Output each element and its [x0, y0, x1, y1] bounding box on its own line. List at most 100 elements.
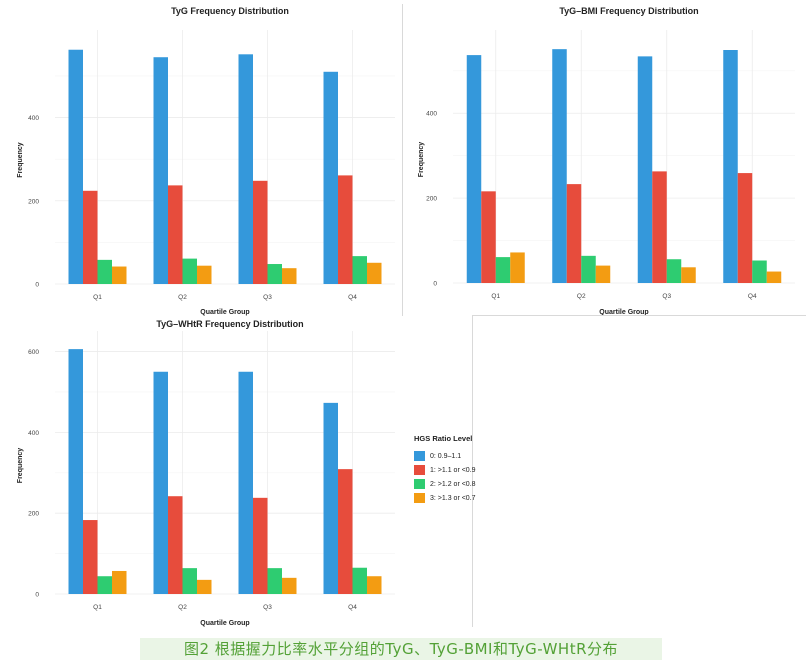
bar-q2-series-3	[197, 265, 212, 284]
bar-q1-series-2	[97, 259, 112, 284]
bar-q4-series-2	[752, 260, 767, 283]
bar-q4-series-3	[766, 271, 782, 283]
bar-q4-series-0	[323, 71, 338, 284]
bar-q2-series-1	[566, 184, 582, 283]
bar-q1-series-0	[466, 55, 482, 284]
y-tick-label: 400	[28, 115, 39, 122]
bar-q4-series-1	[737, 173, 753, 283]
bar-q2-series-2	[182, 258, 197, 284]
panel-divider-vertical-top	[402, 4, 403, 316]
x-tick-label: Q1	[93, 604, 102, 611]
tyg-whtr-chart: TyG–WHtR Frequency Distribution 0 200 400 60…	[17, 319, 395, 627]
bar-q1-series-3	[510, 252, 525, 283]
bar-q3-series-2	[666, 259, 682, 283]
x-tick-label: Q1	[491, 293, 500, 300]
tyg-bmi-chart: TyG–BMI Frequency Distribution 0 200 400 Q1 Q…	[418, 6, 795, 316]
y-tick-label: 200	[28, 198, 39, 205]
bar-q3-series-1	[652, 171, 667, 283]
bar-q1-series-1	[83, 520, 98, 594]
bar-q4-series-2	[352, 567, 367, 594]
chart-panel-tyg: TyG Frequency Distribution 0 200 400 Q1 Q2 Q3 Q…	[0, 0, 402, 316]
bar-q2-series-0	[552, 49, 567, 283]
bar-q3-series-3	[282, 268, 297, 284]
x-tick-label: Q2	[178, 294, 187, 301]
x-tick-label: Q3	[263, 294, 272, 301]
y-tick-label: 0	[35, 592, 39, 599]
y-axis-label: Frequency	[418, 142, 425, 178]
legend-title: HGS Ratio Level	[414, 434, 473, 443]
bar-q1-series-2	[97, 576, 112, 594]
bar-q3-series-2	[267, 264, 282, 284]
legend-label-2: 2: >1.2 or <0.8	[430, 480, 476, 488]
y-tick-label: 400	[426, 111, 437, 118]
bar-q4-series-1	[338, 175, 353, 284]
tyg-chart: TyG Frequency Distribution 0 200 400 Q1 Q2 Q3 Q…	[17, 6, 395, 316]
legend-item: 3: >1.3 or <0.7	[414, 491, 524, 505]
bar-q4-series-2	[352, 256, 367, 284]
bar-q4-series-3	[367, 262, 382, 284]
y-tick-label: 600	[28, 349, 39, 356]
bar-q3-series-1	[253, 180, 268, 284]
bar-q2-series-2	[581, 255, 596, 283]
bar-q2-series-2	[182, 568, 197, 594]
bar-q1-series-0	[68, 49, 83, 285]
bar-q3-series-2	[267, 568, 282, 594]
legend-swatch-0	[414, 451, 425, 461]
x-axis-label: Quartile Group	[599, 309, 648, 316]
chart-panel-tyg-whtr: TyG–WHtR Frequency Distribution 0 200 400 60…	[0, 312, 412, 630]
x-tick-label: Q4	[348, 604, 357, 611]
bar-q4-series-3	[367, 576, 382, 594]
bar-q2-series-3	[595, 265, 611, 283]
y-tick-label: 0	[433, 281, 437, 288]
bar-q1-series-0	[68, 349, 83, 594]
chart-title: TyG Frequency Distribution	[171, 6, 289, 16]
bar-q2-series-1	[168, 496, 183, 594]
chart-panel-tyg-bmi: TyG–BMI Frequency Distribution 0 200 400 Q1 Q…	[404, 0, 806, 316]
bar-q2-series-3	[197, 579, 212, 594]
legend-label-1: 1: >1.1 or <0.9	[430, 466, 476, 474]
bar-q3-series-0	[238, 54, 253, 285]
y-tick-label: 200	[426, 196, 437, 203]
x-tick-label: Q4	[348, 294, 357, 301]
bar-q1-series-1	[481, 191, 496, 283]
bar-q1-series-3	[112, 266, 127, 284]
x-tick-label: Q3	[263, 604, 272, 611]
y-tick-label: 400	[28, 430, 39, 437]
legend-item: 2: >1.2 or <0.8	[414, 477, 524, 491]
bar-q1-series-3	[112, 570, 127, 594]
legend-swatch-1	[414, 465, 425, 475]
bar-q4-series-0	[323, 402, 338, 594]
chart-title: TyG–BMI Frequency Distribution	[559, 6, 698, 16]
bar-q4-series-1	[338, 469, 353, 594]
legend: HGS Ratio Level 0: 0.9–1.1 1: >1.1 or <0…	[414, 434, 524, 505]
figure-caption: 图2 根据握力比率水平分组的TyG、TyG-BMI和TyG-WHtR分布	[140, 638, 662, 660]
x-axis-label: Quartile Group	[200, 309, 249, 316]
panel-divider-horizontal	[472, 315, 806, 316]
bar-q3-series-0	[637, 56, 653, 283]
bar-q3-series-1	[253, 497, 268, 594]
x-tick-label: Q4	[748, 293, 757, 300]
legend-item: 1: >1.1 or <0.9	[414, 463, 524, 477]
x-tick-label: Q3	[662, 293, 671, 300]
y-tick-label: 200	[28, 511, 39, 518]
legend-label-3: 3: >1.3 or <0.7	[430, 494, 476, 502]
chart-title: TyG–WHtR Frequency Distribution	[156, 319, 303, 329]
y-tick-label: 0	[35, 282, 39, 289]
x-axis-label: Quartile Group	[200, 620, 249, 627]
bar-q3-series-3	[282, 577, 297, 594]
panel-divider-vertical-bottom	[472, 315, 473, 627]
legend-item: 0: 0.9–1.1	[414, 449, 524, 463]
y-axis-label: Frequency	[17, 142, 24, 178]
y-axis-label: Frequency	[17, 448, 24, 484]
x-tick-label: Q2	[178, 604, 187, 611]
bar-q2-series-1	[168, 185, 183, 284]
legend-swatch-3	[414, 493, 425, 503]
bar-q3-series-3	[681, 267, 696, 283]
x-tick-label: Q2	[577, 293, 586, 300]
x-tick-label: Q1	[93, 294, 102, 301]
legend-label-0: 0: 0.9–1.1	[430, 452, 462, 460]
bar-q2-series-0	[153, 57, 168, 284]
bar-q2-series-0	[153, 371, 168, 594]
bar-q4-series-0	[723, 50, 738, 283]
legend-swatch-2	[414, 479, 425, 489]
